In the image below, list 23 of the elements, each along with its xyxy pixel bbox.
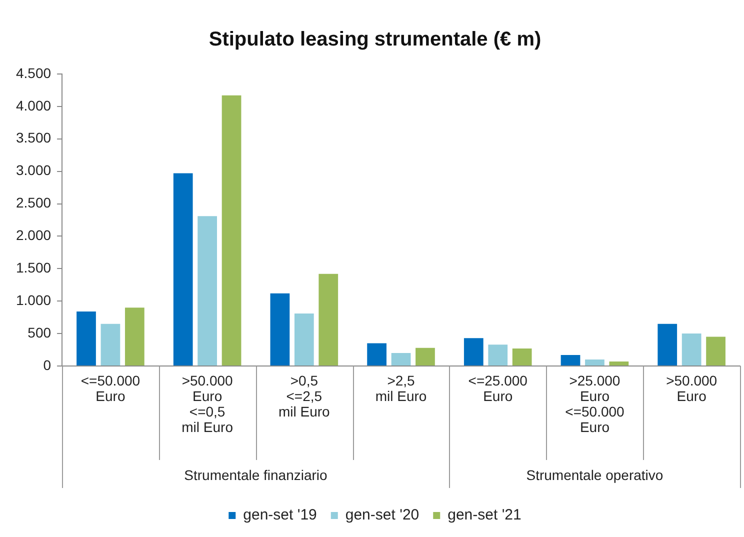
text: Strumentale operativo (526, 466, 664, 483)
x-tick-label: >0,5 <=2,5 mil Euro (278, 372, 330, 420)
y-tick-label: 500 (28, 324, 52, 340)
text: Strumentale finanziario (184, 466, 328, 483)
x-tick-label: >50.000 Euro (666, 372, 718, 404)
y-tick-label: 2.500 (16, 194, 52, 211)
y-tick-label: 2.000 (16, 227, 52, 244)
y-tick-label: 3.000 (16, 162, 52, 178)
x-tick-label: >2,5 mil Euro (375, 372, 427, 404)
y-tick-label: 0 (43, 356, 52, 373)
y-tick-label: 3.500 (16, 130, 52, 146)
y-tick-label: 1.500 (16, 260, 52, 276)
x-tick-label: <=25.000 Euro (468, 372, 528, 404)
x-tick-label: >50.000 Euro <=0,5 mil Euro (182, 372, 234, 435)
y-tick-label: 4.000 (16, 97, 52, 114)
legend-label: gen-set '20 (345, 506, 420, 524)
x-tick-label: <=50.000 Euro (80, 372, 140, 404)
legend-label: gen-set '19 (243, 506, 317, 524)
x-tick-label: >25.000 Euro <=50.000 Euro (565, 372, 625, 435)
y-tick-label: 1.000 (16, 292, 52, 308)
y-tick-label: 4.500 (16, 64, 52, 81)
legend-label: gen-set '21 (448, 506, 522, 524)
chart-title: Stipulato leasing strumentale (€ m) (208, 28, 542, 51)
